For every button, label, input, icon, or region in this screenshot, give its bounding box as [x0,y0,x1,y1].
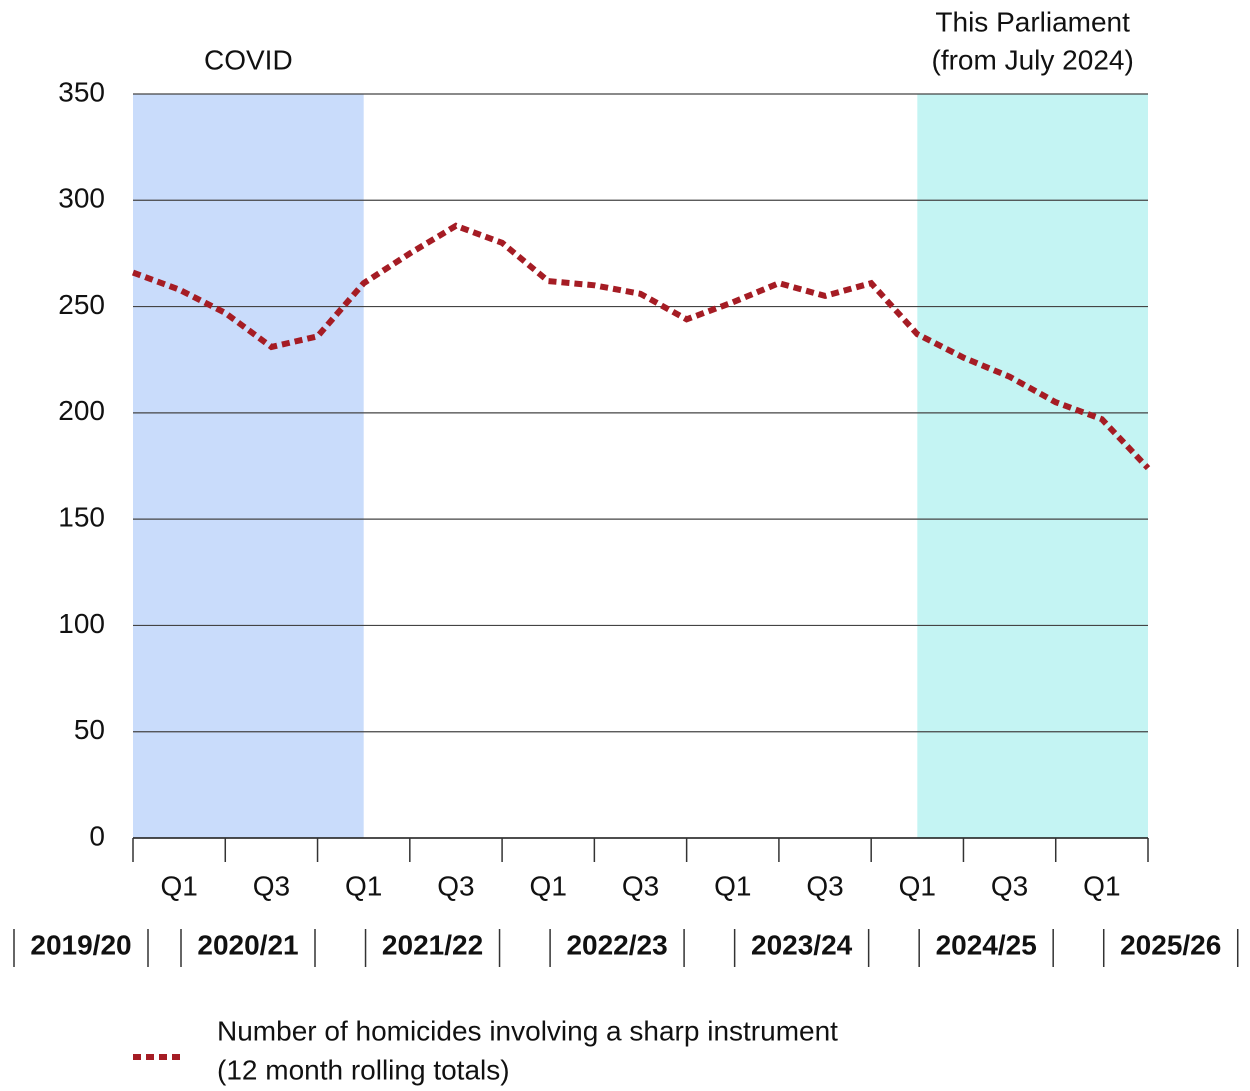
year-label: 2021/22 [382,929,483,960]
x-tick-label: Q1 [160,870,197,901]
year-label: 2022/23 [566,929,667,960]
band [917,94,1148,838]
x-tick-label: Q3 [622,870,659,901]
band-label: This Parliament [935,6,1130,37]
y-tick-label: 350 [58,76,105,107]
legend-label: (12 month rolling totals) [217,1054,510,1085]
year-label: 2024/25 [936,929,1037,960]
band [133,94,364,838]
x-tick-label: Q1 [714,870,751,901]
year-label: 2020/21 [197,929,298,960]
y-tick-label: 0 [89,820,105,851]
x-tick-label: Q3 [806,870,843,901]
x-tick-label: Q1 [899,870,936,901]
year-label: 2023/24 [751,929,853,960]
y-tick-label: 300 [58,183,105,214]
x-tick-label: Q3 [253,870,290,901]
year-label: 2019/20 [30,929,131,960]
x-tick-label: Q1 [1083,870,1120,901]
x-tick-label: Q1 [345,870,382,901]
y-tick-label: 50 [74,714,105,745]
band-label: COVID [204,44,293,75]
band-label: (from July 2024) [932,44,1134,75]
x-tick-label: Q1 [530,870,567,901]
series-line [131,222,1151,471]
legend-label: Number of homicides involving a sharp in… [217,1015,838,1046]
y-tick-label: 150 [58,502,105,533]
x-tick-label: Q3 [437,870,474,901]
y-tick-label: 250 [58,289,105,320]
x-tick-label: Q3 [991,870,1028,901]
year-label: 2025/26 [1120,929,1221,960]
y-tick-label: 100 [58,608,105,639]
y-tick-label: 200 [58,395,105,426]
